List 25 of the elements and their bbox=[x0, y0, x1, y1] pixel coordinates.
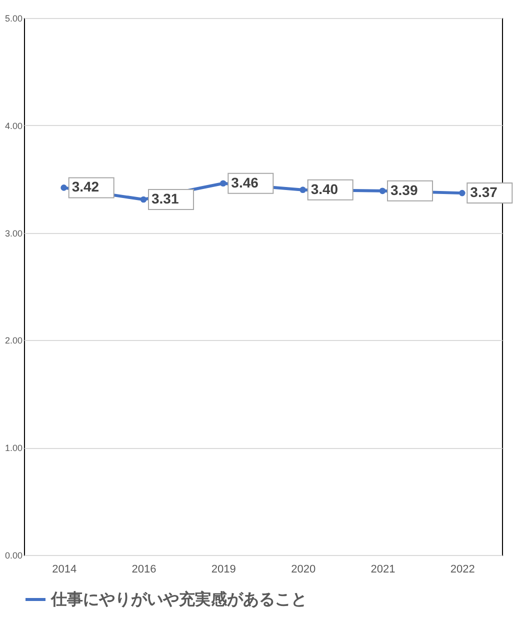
point bbox=[379, 188, 386, 194]
point bbox=[220, 180, 226, 187]
point bbox=[60, 184, 67, 191]
y-tick-label: 1.00 bbox=[4, 443, 22, 454]
x-tick-label: 2019 bbox=[211, 564, 236, 576]
point bbox=[140, 196, 147, 203]
y-tick-label: 4.00 bbox=[4, 120, 22, 131]
data-label: 3.46 bbox=[231, 174, 259, 190]
y-tick-label: 0.00 bbox=[4, 550, 22, 560]
x-tick-label: 2020 bbox=[291, 564, 316, 576]
x-tick-label: 2022 bbox=[450, 564, 475, 576]
data-label: 3.40 bbox=[310, 180, 338, 197]
data-label: 3.37 bbox=[470, 184, 498, 200]
point bbox=[300, 186, 306, 193]
data-label: 3.31 bbox=[152, 190, 179, 207]
x-tick-label: 2021 bbox=[370, 564, 396, 576]
data-label: 3.42 bbox=[72, 178, 100, 195]
data-label: 3.39 bbox=[390, 182, 418, 198]
y-tick-label: 2.00 bbox=[4, 336, 22, 346]
x-tick-label: 2014 bbox=[52, 564, 77, 576]
x-tick-label: 2016 bbox=[132, 564, 156, 576]
y-tick-label: 5.00 bbox=[4, 14, 22, 24]
legend-label: 仕事にやりがいや充実感があること bbox=[50, 590, 307, 608]
point bbox=[459, 190, 466, 196]
y-tick-label: 3.00 bbox=[4, 228, 22, 238]
